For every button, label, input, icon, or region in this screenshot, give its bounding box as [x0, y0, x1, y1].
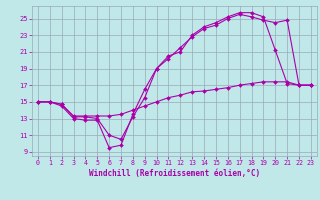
X-axis label: Windchill (Refroidissement éolien,°C): Windchill (Refroidissement éolien,°C)	[89, 169, 260, 178]
